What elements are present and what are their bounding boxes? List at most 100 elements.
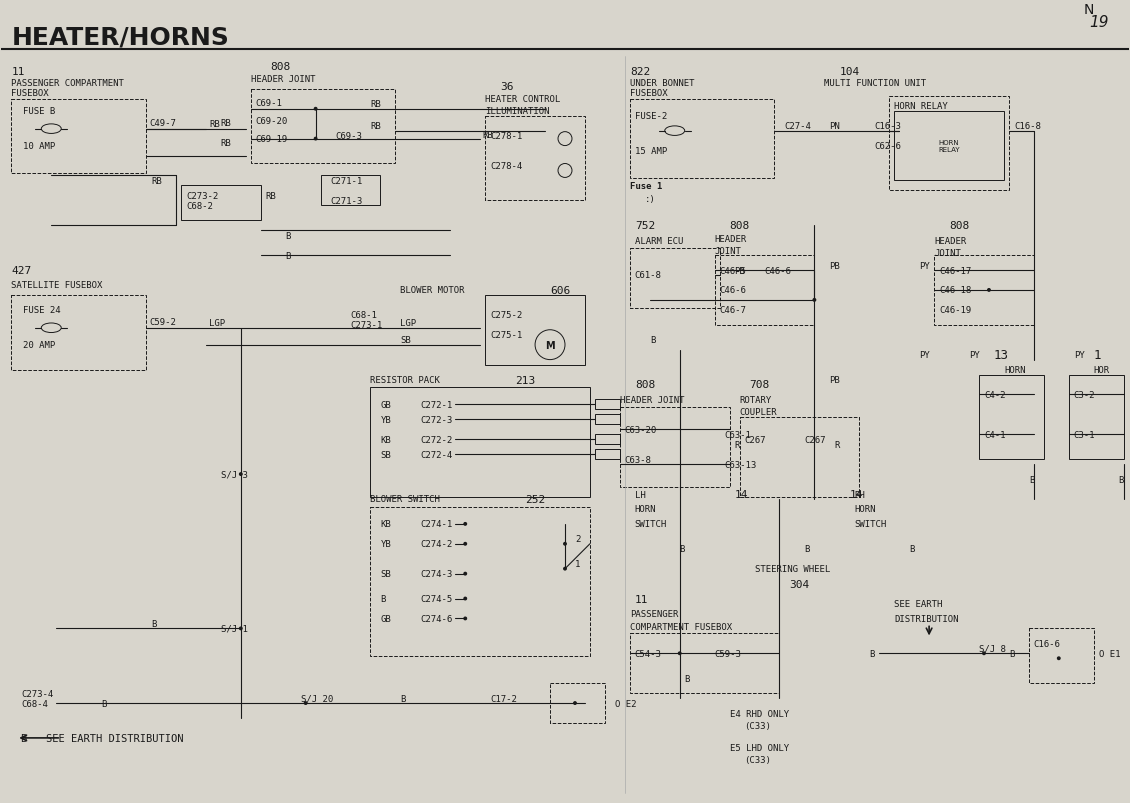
Text: M: M	[545, 340, 555, 350]
Text: GB: GB	[381, 614, 391, 623]
Text: Fuse 1: Fuse 1	[629, 181, 662, 190]
Text: KB: KB	[381, 435, 391, 444]
Text: LH: LH	[635, 490, 645, 499]
Text: B: B	[286, 231, 292, 240]
Text: C61-8: C61-8	[635, 271, 662, 280]
Text: RB: RB	[266, 192, 277, 201]
Text: C272-3: C272-3	[420, 415, 453, 424]
Text: HEADER JOINT: HEADER JOINT	[620, 395, 685, 405]
Text: PN: PN	[829, 122, 840, 131]
Text: C46-7: C46-7	[720, 306, 747, 315]
Text: 808: 808	[635, 380, 655, 390]
Text: C46-6: C46-6	[720, 286, 747, 295]
Text: 822: 822	[629, 67, 650, 77]
Text: 36: 36	[501, 82, 514, 92]
Text: C46-6: C46-6	[765, 266, 791, 275]
Text: SWITCH: SWITCH	[854, 520, 887, 528]
Text: 304: 304	[790, 579, 810, 589]
Text: RB: RB	[209, 120, 219, 129]
Text: C271-3: C271-3	[331, 197, 363, 206]
Circle shape	[240, 627, 242, 630]
Text: S/J 20: S/J 20	[301, 694, 333, 703]
Text: C54-3: C54-3	[635, 649, 662, 658]
Circle shape	[304, 702, 307, 704]
Text: C274-1: C274-1	[420, 520, 453, 528]
Text: 14: 14	[850, 489, 863, 499]
Text: PY: PY	[919, 351, 930, 360]
Text: R: R	[834, 440, 840, 449]
Text: HEADER: HEADER	[935, 236, 966, 246]
Text: PASSENGER: PASSENGER	[629, 609, 678, 618]
Text: N: N	[1084, 3, 1094, 17]
Text: C4-1: C4-1	[984, 430, 1006, 439]
Text: C274-3: C274-3	[420, 569, 453, 578]
Text: PY: PY	[970, 351, 980, 360]
Text: 14: 14	[734, 489, 748, 499]
Text: 19: 19	[1089, 14, 1109, 30]
Circle shape	[1058, 657, 1060, 660]
Text: 752: 752	[635, 221, 655, 231]
Text: HORN: HORN	[635, 505, 657, 514]
Text: RESISTOR PACK: RESISTOR PACK	[371, 376, 441, 385]
Text: STEERING WHEEL: STEERING WHEEL	[755, 565, 829, 573]
Circle shape	[464, 543, 467, 545]
Text: C69-3: C69-3	[336, 132, 363, 141]
Circle shape	[464, 618, 467, 620]
Text: 15 AMP: 15 AMP	[635, 147, 667, 156]
Circle shape	[314, 138, 316, 141]
Text: C274-5: C274-5	[420, 594, 453, 603]
Text: DISTRIBUTION: DISTRIBUTION	[894, 614, 958, 623]
Text: B: B	[805, 544, 810, 553]
Text: C68-1: C68-1	[350, 311, 377, 320]
Text: C68-4: C68-4	[21, 699, 49, 707]
Text: YB: YB	[381, 415, 391, 424]
Text: :): :)	[645, 194, 655, 204]
Text: C273-1: C273-1	[350, 321, 383, 330]
Circle shape	[564, 543, 566, 545]
Text: 427: 427	[11, 266, 32, 275]
Text: C69-20: C69-20	[255, 117, 288, 126]
Circle shape	[988, 289, 990, 291]
Circle shape	[464, 597, 467, 600]
Text: C49-7: C49-7	[149, 119, 176, 128]
Text: R: R	[734, 440, 740, 449]
Text: C59-3: C59-3	[714, 649, 741, 658]
Text: HEATER/HORNS: HEATER/HORNS	[11, 25, 229, 49]
Text: C275-1: C275-1	[490, 331, 522, 340]
Text: HOR: HOR	[1094, 365, 1110, 374]
Circle shape	[464, 573, 467, 575]
Text: B: B	[680, 544, 685, 553]
Text: C275-2: C275-2	[490, 311, 522, 320]
Text: B: B	[400, 694, 406, 703]
Text: O E2: O E2	[615, 699, 636, 707]
Text: SATELLITE FUSEBOX: SATELLITE FUSEBOX	[11, 281, 103, 290]
Text: C46-18: C46-18	[939, 286, 972, 295]
Circle shape	[814, 300, 816, 302]
Text: C16-8: C16-8	[1014, 122, 1041, 131]
Text: RB: RB	[371, 100, 381, 109]
Text: RH: RH	[854, 490, 866, 499]
Text: B   SEE EARTH DISTRIBUTION: B SEE EARTH DISTRIBUTION	[21, 733, 184, 743]
Text: O E1: O E1	[1098, 649, 1120, 658]
Text: 20 AMP: 20 AMP	[24, 340, 55, 350]
Text: HORN
RELAY: HORN RELAY	[938, 140, 959, 153]
Text: C59-2: C59-2	[149, 318, 176, 327]
Text: C68-2: C68-2	[186, 202, 212, 210]
Text: 104: 104	[840, 67, 860, 77]
Text: C273-4: C273-4	[21, 689, 53, 698]
Text: B: B	[910, 544, 914, 553]
Text: C63-13: C63-13	[724, 460, 757, 469]
Text: C16-3: C16-3	[875, 122, 901, 131]
Text: E5 LHD ONLY: E5 LHD ONLY	[730, 744, 789, 752]
Text: C278-1: C278-1	[490, 132, 522, 141]
Text: B: B	[102, 699, 106, 707]
Circle shape	[564, 568, 566, 570]
Text: C63-1: C63-1	[724, 430, 751, 439]
Circle shape	[464, 523, 467, 525]
Text: (C33): (C33)	[745, 722, 772, 731]
Text: 2: 2	[575, 535, 581, 544]
Text: 13: 13	[994, 349, 1009, 361]
Text: HEADER: HEADER	[714, 234, 747, 243]
Text: SEE EARTH: SEE EARTH	[894, 599, 942, 608]
Text: PASSENGER COMPARTMENT: PASSENGER COMPARTMENT	[11, 79, 124, 88]
